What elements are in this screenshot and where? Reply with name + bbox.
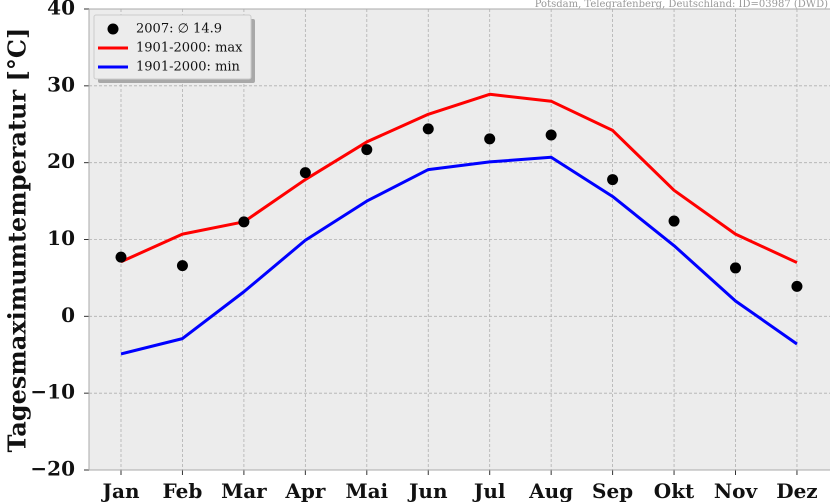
y-tick-label: 10	[47, 226, 75, 250]
data-point	[607, 174, 619, 186]
x-tick-label: Feb	[163, 479, 203, 502]
series-points	[115, 123, 803, 292]
x-tick-label: Aug	[528, 479, 573, 502]
y-tick-label: −20	[30, 457, 75, 481]
data-point	[176, 260, 188, 272]
series-line	[120, 92, 798, 264]
legend-box	[93, 14, 252, 80]
legend-point-swatch	[107, 23, 119, 35]
x-tick-label: Jun	[407, 479, 448, 502]
source-note: Potsdam, Telegrafenberg, Deutschland: ID…	[535, 0, 828, 10]
data-point	[668, 215, 680, 227]
x-tick-label: Apr	[284, 479, 326, 502]
x-tick-label: Jan	[101, 479, 140, 502]
legend-entry-label: 1901-2000: min	[136, 60, 241, 75]
x-tick-label: Okt	[654, 479, 695, 502]
data-point	[545, 129, 557, 141]
x-tick-label: Mai	[345, 479, 388, 502]
axes: 40 30 20 10 0 −10 −20 Jan Feb Mar Apr Mai Jun Jul Aug S…	[30, 0, 830, 502]
data-point	[115, 251, 127, 263]
y-tick-label: 40	[47, 0, 75, 20]
series-lines	[120, 92, 798, 356]
data-point	[730, 262, 741, 274]
y-tick-label: −10	[30, 380, 75, 404]
data-point	[422, 123, 434, 135]
series-line	[120, 155, 798, 356]
y-tick-label: 0	[61, 303, 75, 327]
x-tick-label: Sep	[592, 479, 633, 502]
y-tick-label: 30	[47, 72, 75, 96]
x-tick-label: Dez	[776, 479, 817, 502]
data-point	[299, 167, 311, 179]
y-axis-label: Tagesmaximumtemperatur [°C]	[3, 28, 32, 453]
data-point	[238, 216, 250, 228]
legend-entry-label: 1901-2000: max	[136, 41, 243, 56]
x-tick-label: Nov	[714, 479, 759, 502]
data-point	[484, 133, 496, 145]
legend-entry-label: 2007: ∅ 14.9	[136, 22, 222, 37]
y-tick-label: 20	[47, 149, 75, 173]
x-tick-label: Mar	[221, 479, 267, 502]
x-tick-label: Jul	[472, 479, 506, 502]
legend: 2007: ∅ 14.9 1901-2000: max 1901-2000: min	[93, 14, 255, 83]
data-point	[361, 144, 373, 156]
data-point	[791, 280, 803, 292]
